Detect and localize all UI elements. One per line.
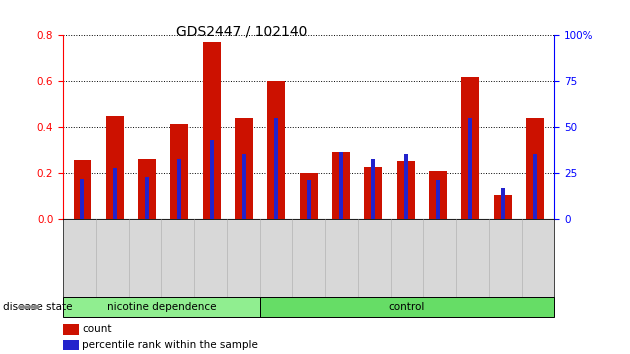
Bar bbox=[178, 159, 181, 219]
Text: nicotine dependence: nicotine dependence bbox=[106, 302, 216, 312]
Text: disease state: disease state bbox=[3, 302, 72, 312]
Bar bbox=[235, 118, 253, 219]
Bar bbox=[526, 118, 544, 219]
Bar bbox=[307, 181, 311, 219]
Bar bbox=[436, 181, 440, 219]
Text: GDS2447 / 102140: GDS2447 / 102140 bbox=[176, 25, 308, 39]
Bar bbox=[404, 154, 408, 219]
Bar bbox=[494, 195, 512, 219]
Bar bbox=[145, 177, 149, 219]
Bar bbox=[468, 118, 472, 219]
Bar bbox=[74, 160, 91, 219]
Bar bbox=[365, 166, 382, 219]
Bar bbox=[113, 168, 117, 219]
Bar bbox=[339, 152, 343, 219]
Bar bbox=[533, 154, 537, 219]
Text: percentile rank within the sample: percentile rank within the sample bbox=[82, 340, 258, 350]
Bar bbox=[300, 173, 318, 219]
Bar bbox=[372, 159, 375, 219]
Bar bbox=[81, 179, 84, 219]
Bar bbox=[138, 159, 156, 219]
Bar bbox=[275, 118, 278, 219]
Bar bbox=[461, 77, 479, 219]
Bar bbox=[268, 81, 285, 219]
Text: count: count bbox=[82, 324, 112, 334]
Bar bbox=[203, 42, 220, 219]
Bar bbox=[397, 161, 415, 219]
Text: control: control bbox=[389, 302, 425, 312]
Bar bbox=[171, 124, 188, 219]
Bar bbox=[106, 116, 123, 219]
Bar bbox=[242, 154, 246, 219]
Bar bbox=[210, 140, 214, 219]
Bar bbox=[429, 171, 447, 219]
Bar bbox=[501, 188, 505, 219]
Bar bbox=[332, 152, 350, 219]
